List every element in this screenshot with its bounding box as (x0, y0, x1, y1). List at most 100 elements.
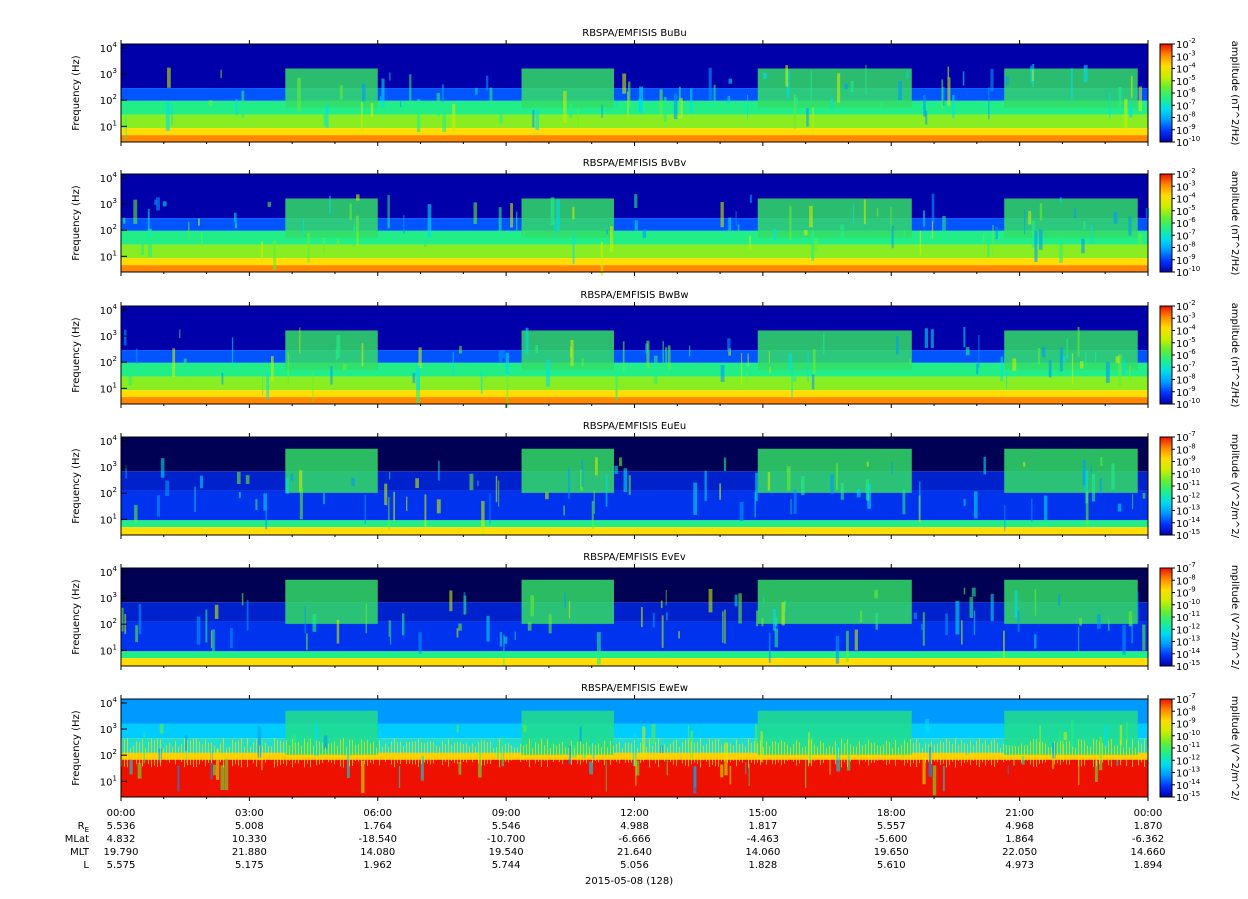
panel-6: RBSPA/EMFISIS EwEw 101 102 103 104 Frequency … (71, 683, 1240, 804)
colorbar-tick-label: 10-11 (1176, 610, 1200, 624)
time-tick-label: 12:00 (620, 808, 649, 819)
colorbar: 10-710-810-910-1010-1110-1210-1310-1410-… (1159, 430, 1240, 542)
colorbar-label: amplitude (nT^2/Hz) (1229, 41, 1240, 146)
y-tick-label: 101 (100, 119, 117, 133)
ephemeris-value: 10.330 (232, 834, 267, 845)
y-tick-label: 104 (100, 434, 118, 448)
colorbar-tick-label: 10-10 (1176, 598, 1200, 612)
ephemeris-value: 14.060 (745, 847, 780, 858)
y-tick-label: 102 (100, 748, 117, 762)
colorbar-tick-label: 10-15 (1176, 790, 1200, 804)
time-tick-label: 03:00 (235, 808, 264, 819)
date-label: 2015-05-08 (128) (585, 876, 674, 887)
colorbar-tick-label: 10-3 (1176, 49, 1196, 63)
colorbar-tick-label: 10-10 (1176, 397, 1200, 411)
panel-5: RBSPA/EMFISIS EvEv 101 102 103 104 Frequency … (71, 552, 1240, 673)
colorbar-tick-label: 10-8 (1176, 573, 1196, 587)
colorbar-tick-label: 10-14 (1176, 647, 1201, 661)
colorbar-tick-label: 10-5 (1176, 74, 1196, 88)
colorbar-tick-label: 10-15 (1176, 528, 1200, 542)
colorbar-tick-label: 10-2 (1176, 167, 1196, 181)
panel-1: RBSPA/EMFISIS BuBu 101 102 103 104 Frequency … (71, 28, 1240, 149)
ephemeris-value: 5.610 (877, 860, 906, 871)
ephemeris-value: 4.988 (620, 821, 649, 832)
colorbar-tick-label: 10-11 (1176, 479, 1200, 493)
spectrogram-image (121, 699, 1148, 797)
ephemeris-value: 5.557 (877, 821, 906, 832)
time-tick-label: 00:00 (107, 808, 136, 819)
ephemeris-value: 1.962 (363, 860, 392, 871)
colorbar-tick-label: 10-13 (1176, 504, 1200, 518)
ephemeris-value: 1.828 (749, 860, 778, 871)
spectrogram-image (121, 174, 1150, 276)
colorbar: 10-210-310-410-510-610-710-810-910-10 amp… (1159, 37, 1240, 149)
colorbar-tick-label: 10-2 (1176, 299, 1196, 313)
colorbar-tick-label: 10-9 (1176, 385, 1196, 399)
colorbar-tick-label: 10-5 (1176, 336, 1196, 350)
time-tick-label: 00:00 (1134, 808, 1163, 819)
y-tick-label: 104 (100, 565, 118, 579)
time-tick-label: 21:00 (1005, 808, 1034, 819)
colorbar: 10-210-310-410-510-610-710-810-910-10 amp… (1159, 299, 1240, 411)
colorbar-tick-label: 10-10 (1176, 265, 1200, 279)
ephemeris-row-label: MLat (65, 834, 89, 845)
y-tick-label: 101 (100, 381, 117, 395)
ephemeris-value: 19.790 (104, 847, 139, 858)
colorbar-tick-label: 10-8 (1176, 442, 1196, 456)
colorbar-tick-label: 10-6 (1176, 216, 1196, 230)
ephemeris-value: 4.973 (1005, 860, 1034, 871)
y-tick-label: 102 (100, 617, 117, 631)
colorbar: 10-710-810-910-1010-1110-1210-1310-1410-… (1159, 561, 1240, 673)
ephemeris-value: 1.817 (749, 821, 778, 832)
colorbar-tick-label: 10-7 (1176, 360, 1196, 374)
colorbar-tick-label: 10-4 (1176, 324, 1196, 338)
y-axis-label: Frequency (Hz) (71, 448, 82, 524)
colorbar-tick-label: 10-9 (1176, 253, 1196, 267)
ephemeris-value: 21.640 (617, 847, 652, 858)
y-tick-label: 104 (100, 696, 118, 710)
colorbar-tick-label: 10-3 (1176, 179, 1196, 193)
ephemeris-value: 1.864 (1005, 834, 1034, 845)
y-tick-label: 103 (100, 329, 117, 343)
colorbar-tick-label: 10-8 (1176, 704, 1196, 718)
y-tick-label: 102 (100, 355, 117, 369)
colorbar-tick-label: 10-11 (1176, 741, 1200, 755)
colorbar-tick-label: 10-14 (1176, 516, 1201, 530)
ephemeris-value: 4.968 (1005, 821, 1034, 832)
y-tick-label: 103 (100, 722, 117, 736)
colorbar-tick-label: 10-8 (1176, 111, 1196, 125)
panel-title: RBSPA/EMFISIS EvEv (583, 552, 686, 563)
y-axis-label: Frequency (Hz) (71, 710, 82, 786)
ephemeris-value: 5.056 (620, 860, 649, 871)
ephemeris-value: 1.870 (1134, 821, 1163, 832)
ephemeris-value: -10.700 (487, 834, 526, 845)
panel-title: RBSPA/EMFISIS EwEw (581, 683, 688, 694)
colorbar-label: mplitude (V^2/m^2/ (1229, 434, 1240, 539)
ephemeris-value: -18.540 (358, 834, 397, 845)
spectrogram-image (121, 437, 1148, 536)
colorbar-tick-label: 10-15 (1176, 659, 1200, 673)
ephemeris-value: 5.175 (235, 860, 264, 871)
ephemeris-value: 14.080 (360, 847, 395, 858)
y-tick-label: 102 (100, 223, 117, 237)
y-tick-label: 101 (100, 512, 117, 526)
ephemeris-row-label: MLT (70, 847, 90, 858)
y-axis-label: Frequency (Hz) (71, 185, 82, 261)
colorbar: 10-710-810-910-1010-1110-1210-1310-1410-… (1159, 692, 1240, 804)
spectrogram-image (121, 44, 1148, 142)
ephemeris-value: -5.600 (875, 834, 907, 845)
y-tick-label: 101 (100, 249, 117, 263)
colorbar-tick-label: 10-9 (1176, 717, 1196, 731)
colorbar-label: mplitude (V^2/m^2/ (1229, 696, 1240, 801)
y-tick-label: 103 (100, 197, 117, 211)
colorbar-tick-label: 10-6 (1176, 348, 1196, 362)
panel-title: RBSPA/EMFISIS EuEu (583, 421, 686, 432)
ephemeris-value: 19.650 (874, 847, 909, 858)
time-tick-label: 06:00 (363, 808, 392, 819)
y-tick-label: 101 (100, 643, 117, 657)
panel-3: RBSPA/EMFISIS BwBw 101 102 103 104 Frequency … (71, 290, 1240, 411)
colorbar-label: amplitude (nT^2/Hz) (1229, 171, 1240, 276)
colorbar-tick-label: 10-4 (1176, 62, 1196, 76)
ephemeris-value: 22.050 (1002, 847, 1037, 858)
ephemeris-value: 5.575 (107, 860, 136, 871)
